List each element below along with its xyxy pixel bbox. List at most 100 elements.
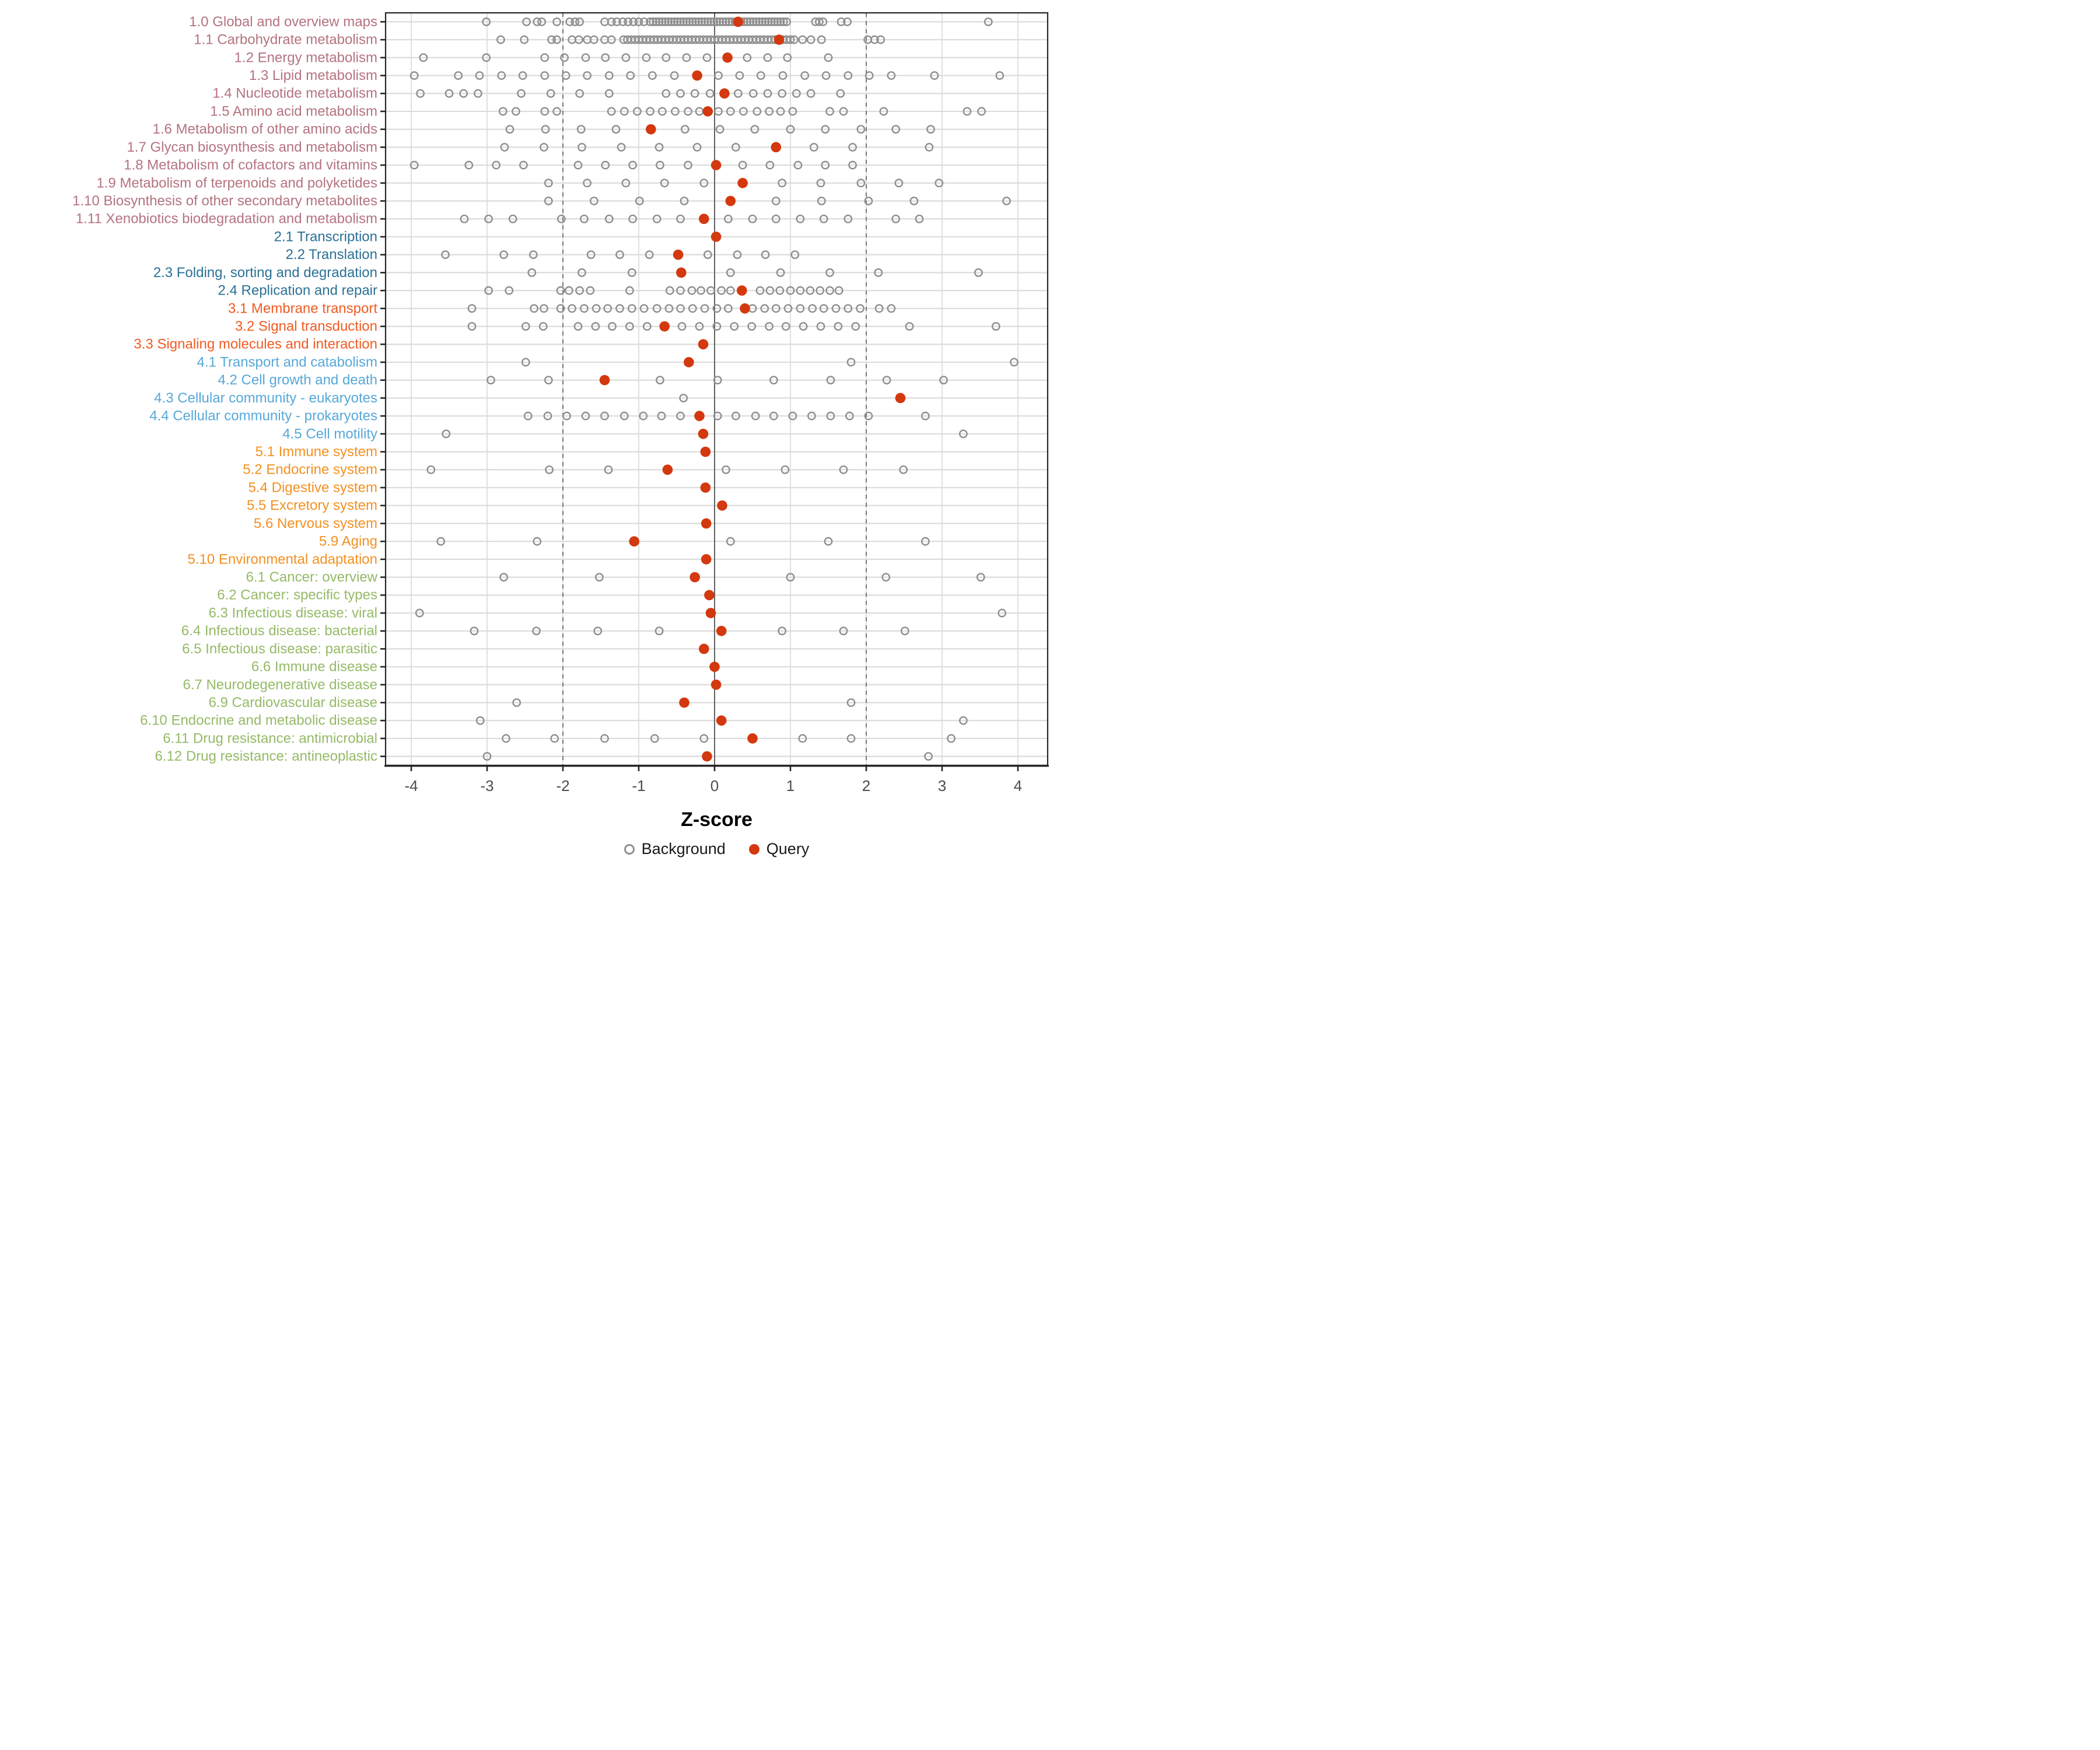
- background-dot: [806, 286, 815, 295]
- background-dot: [776, 17, 785, 26]
- query-dot: [700, 446, 711, 457]
- background-dot: [825, 107, 835, 116]
- row-label: 5.1 Immune system: [256, 444, 377, 460]
- background-dot: [627, 268, 636, 277]
- background-dot: [793, 160, 803, 170]
- background-dot: [575, 17, 584, 26]
- background-dot: [642, 322, 652, 331]
- background-dot: [625, 286, 634, 295]
- query-dot: [740, 303, 750, 314]
- background-dot: [660, 178, 669, 188]
- background-dot: [730, 322, 739, 331]
- background-dot: [573, 322, 583, 331]
- background-dot: [523, 411, 533, 421]
- background-dot: [508, 214, 517, 223]
- background-dot: [882, 376, 891, 385]
- background-dot: [715, 17, 724, 26]
- background-dot: [556, 286, 565, 295]
- background-dot: [487, 376, 495, 385]
- background-dot: [676, 17, 685, 26]
- background-dot: [807, 411, 816, 421]
- background-dot: [773, 17, 782, 26]
- background-dot: [484, 286, 493, 295]
- background-dot: [560, 53, 569, 62]
- background-dot: [748, 214, 757, 223]
- row-label: 5.4 Digestive system: [249, 480, 377, 495]
- background-dot: [521, 322, 530, 331]
- row-label: 6.9 Cardiovascular disease: [209, 695, 378, 710]
- background-dot: [600, 411, 609, 421]
- background-dot: [649, 17, 658, 26]
- background-dot: [763, 89, 772, 98]
- background-dot: [527, 268, 537, 277]
- query-dot: [895, 393, 906, 404]
- background-dot: [713, 376, 722, 385]
- query-dot: [709, 662, 720, 672]
- background-dot: [771, 197, 780, 205]
- background-dot: [752, 107, 762, 116]
- background-dot: [1002, 197, 1011, 205]
- background-dot: [615, 250, 624, 260]
- background-dot: [586, 286, 595, 295]
- background-dot: [864, 197, 873, 205]
- background-dot: [575, 286, 584, 295]
- background-dot: [824, 537, 833, 546]
- background-dot: [601, 53, 610, 62]
- background-dot: [580, 304, 589, 313]
- background-dot: [776, 107, 785, 116]
- query-dot: [774, 34, 785, 45]
- background-dot: [834, 322, 843, 331]
- background-dot: [752, 17, 761, 26]
- query-dot: [716, 715, 727, 726]
- background-dot: [846, 734, 856, 743]
- background-dot: [670, 17, 679, 26]
- background-dot: [771, 304, 780, 313]
- background-dot: [769, 376, 778, 385]
- background-dot: [522, 17, 531, 26]
- background-dot: [770, 17, 779, 26]
- background-dot: [722, 465, 730, 474]
- background-dot: [816, 322, 825, 331]
- background-dot: [662, 89, 671, 98]
- background-dot: [924, 752, 933, 761]
- row-label: 4.1 Transport and catabolism: [197, 354, 377, 370]
- background-dot: [685, 17, 694, 26]
- background-dot: [467, 322, 477, 331]
- background-dot: [664, 304, 674, 313]
- background-dot: [475, 71, 484, 80]
- background-dot: [648, 71, 657, 80]
- background-dot: [796, 286, 805, 295]
- x-tick-label: 4: [1014, 777, 1022, 794]
- background-dot: [743, 53, 752, 62]
- background-dot: [821, 160, 830, 170]
- row-label: 6.12 Drug resistance: antineoplastic: [155, 748, 377, 764]
- background-dot: [926, 125, 935, 134]
- background-dot: [621, 53, 631, 62]
- background-dot: [621, 178, 631, 188]
- background-dot: [682, 53, 691, 62]
- background-dot: [864, 411, 873, 421]
- background-dot: [870, 35, 879, 44]
- background-dot: [557, 214, 566, 223]
- background-dot: [540, 142, 548, 152]
- query-dot: [599, 374, 610, 386]
- background-dot: [760, 304, 769, 313]
- row-label: 5.10 Environmental adaptation: [187, 551, 377, 567]
- background-legend-icon: [624, 844, 635, 855]
- background-dot: [808, 304, 817, 313]
- legend: Background Query: [386, 841, 1048, 857]
- x-tick-label: -1: [632, 777, 645, 794]
- background-dot: [816, 178, 825, 188]
- background-dot: [930, 71, 939, 80]
- row-label: 5.5 Excretory system: [247, 498, 377, 513]
- background-dot: [552, 107, 561, 116]
- background-dot: [788, 411, 797, 421]
- background-dot: [848, 142, 858, 152]
- query-dot: [704, 590, 715, 601]
- background-dot: [464, 160, 474, 170]
- background-dot: [544, 376, 553, 385]
- background-dot: [699, 734, 709, 743]
- background-dot: [775, 286, 785, 295]
- row-label: 1.9 Metabolism of terpenoids and polyket…: [96, 175, 377, 191]
- background-dot: [834, 286, 844, 295]
